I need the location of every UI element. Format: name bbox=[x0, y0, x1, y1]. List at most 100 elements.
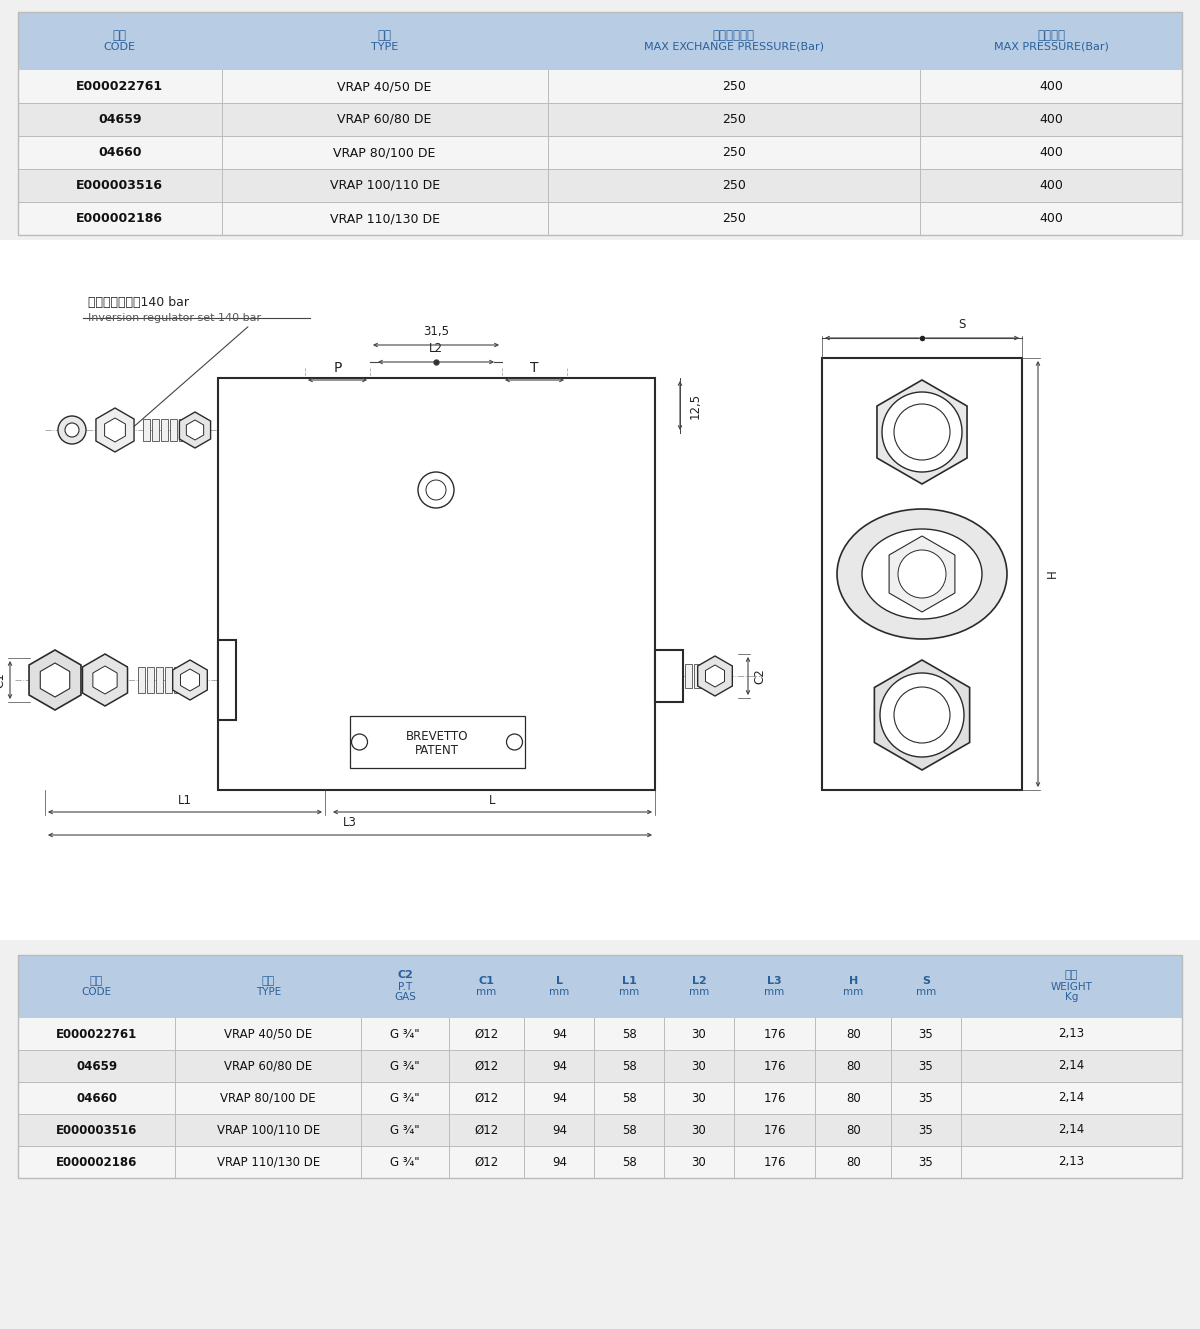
Bar bbox=[734, 956, 815, 966]
Text: TYPE: TYPE bbox=[371, 41, 398, 52]
Bar bbox=[524, 956, 594, 1018]
Bar bbox=[961, 956, 1182, 966]
Text: mm: mm bbox=[619, 987, 640, 997]
Text: E000002186: E000002186 bbox=[56, 1155, 137, 1168]
Text: 176: 176 bbox=[763, 1091, 786, 1104]
Bar bbox=[547, 12, 920, 70]
Bar bbox=[175, 956, 361, 966]
Text: 30: 30 bbox=[691, 1091, 707, 1104]
Text: E000003516: E000003516 bbox=[77, 179, 163, 191]
Text: VRAP 60/80 DE: VRAP 60/80 DE bbox=[224, 1059, 312, 1073]
Bar bbox=[18, 1018, 1182, 1050]
Text: VRAP 110/130 DE: VRAP 110/130 DE bbox=[330, 213, 439, 225]
Text: 35: 35 bbox=[918, 1059, 934, 1073]
Ellipse shape bbox=[450, 956, 523, 977]
Text: VRAP 110/130 DE: VRAP 110/130 DE bbox=[217, 1155, 320, 1168]
Bar bbox=[18, 169, 1182, 202]
Text: VRAP 40/50 DE: VRAP 40/50 DE bbox=[224, 1027, 312, 1041]
Text: 80: 80 bbox=[846, 1091, 860, 1104]
Text: L: L bbox=[490, 793, 496, 807]
Text: Inversion regulator set 140 bar: Inversion regulator set 140 bar bbox=[88, 314, 262, 323]
Circle shape bbox=[506, 734, 522, 750]
Bar bbox=[547, 12, 920, 23]
Text: 94: 94 bbox=[552, 1155, 566, 1168]
Text: G ¾": G ¾" bbox=[390, 1123, 420, 1136]
Text: mm: mm bbox=[844, 987, 863, 997]
Text: 94: 94 bbox=[552, 1059, 566, 1073]
Bar bbox=[449, 956, 524, 966]
Text: Kg: Kg bbox=[1064, 993, 1078, 1002]
Text: WEIGHT: WEIGHT bbox=[1050, 982, 1092, 991]
Ellipse shape bbox=[223, 12, 547, 35]
Ellipse shape bbox=[595, 956, 664, 977]
Text: 2,14: 2,14 bbox=[1058, 1091, 1085, 1104]
Bar bbox=[18, 70, 1182, 104]
Text: 58: 58 bbox=[622, 1027, 636, 1041]
Text: 31,5: 31,5 bbox=[424, 326, 449, 339]
Text: C1: C1 bbox=[0, 672, 6, 688]
Text: E000022761: E000022761 bbox=[56, 1027, 137, 1041]
Bar bbox=[222, 12, 547, 23]
Text: 35: 35 bbox=[918, 1123, 934, 1136]
Text: CODE: CODE bbox=[104, 41, 136, 52]
Text: 250: 250 bbox=[722, 146, 745, 159]
Text: VRAP 80/100 DE: VRAP 80/100 DE bbox=[221, 1091, 316, 1104]
Text: VRAP 60/80 DE: VRAP 60/80 DE bbox=[337, 113, 432, 126]
Bar bbox=[18, 136, 1182, 169]
Bar bbox=[18, 12, 222, 23]
Bar bbox=[685, 664, 692, 688]
Bar bbox=[156, 667, 163, 692]
Circle shape bbox=[894, 404, 950, 460]
Bar bbox=[349, 716, 524, 768]
Bar bbox=[594, 956, 664, 1018]
Text: Ø12: Ø12 bbox=[474, 1155, 499, 1168]
Bar bbox=[18, 956, 1182, 1177]
Bar bbox=[138, 667, 145, 692]
Bar bbox=[18, 1082, 1182, 1114]
Text: mm: mm bbox=[550, 987, 569, 997]
Ellipse shape bbox=[734, 956, 815, 977]
Bar bbox=[166, 667, 172, 692]
Text: BREVETTO: BREVETTO bbox=[406, 730, 468, 743]
Text: 2,13: 2,13 bbox=[1058, 1155, 1085, 1168]
Text: 35: 35 bbox=[918, 1091, 934, 1104]
Bar bbox=[179, 419, 186, 441]
Bar bbox=[892, 956, 961, 966]
Ellipse shape bbox=[962, 956, 1181, 977]
Text: VRAP 100/110 DE: VRAP 100/110 DE bbox=[330, 179, 439, 191]
Text: E000002186: E000002186 bbox=[77, 213, 163, 225]
Text: mm: mm bbox=[916, 987, 936, 997]
Text: L2: L2 bbox=[430, 343, 443, 355]
Text: 04659: 04659 bbox=[98, 113, 142, 126]
Text: 35: 35 bbox=[918, 1027, 934, 1041]
Text: 80: 80 bbox=[846, 1155, 860, 1168]
Text: 最大交换压力: 最大交换压力 bbox=[713, 29, 755, 43]
Ellipse shape bbox=[838, 509, 1007, 639]
Text: L3: L3 bbox=[767, 975, 782, 986]
Polygon shape bbox=[41, 663, 70, 696]
Bar bbox=[920, 12, 1182, 23]
Bar bbox=[148, 667, 154, 692]
Ellipse shape bbox=[362, 956, 448, 977]
Text: 176: 176 bbox=[763, 1027, 786, 1041]
Ellipse shape bbox=[19, 12, 221, 35]
Text: CODE: CODE bbox=[82, 987, 112, 997]
Ellipse shape bbox=[548, 12, 919, 35]
Bar bbox=[175, 956, 361, 1018]
Text: 400: 400 bbox=[1039, 213, 1063, 225]
Text: Ø12: Ø12 bbox=[474, 1059, 499, 1073]
Bar bbox=[703, 664, 710, 688]
Text: P.T: P.T bbox=[398, 982, 412, 991]
Polygon shape bbox=[889, 536, 955, 611]
Circle shape bbox=[65, 423, 79, 437]
Text: L1: L1 bbox=[178, 793, 192, 807]
Bar bbox=[815, 956, 892, 1018]
Text: 12,5: 12,5 bbox=[689, 393, 702, 419]
Ellipse shape bbox=[19, 956, 174, 977]
Text: E000022761: E000022761 bbox=[77, 80, 163, 93]
Bar bbox=[892, 956, 961, 1018]
Ellipse shape bbox=[892, 956, 960, 977]
Text: VRAP 100/110 DE: VRAP 100/110 DE bbox=[217, 1123, 320, 1136]
Ellipse shape bbox=[665, 956, 733, 977]
Circle shape bbox=[880, 672, 964, 758]
